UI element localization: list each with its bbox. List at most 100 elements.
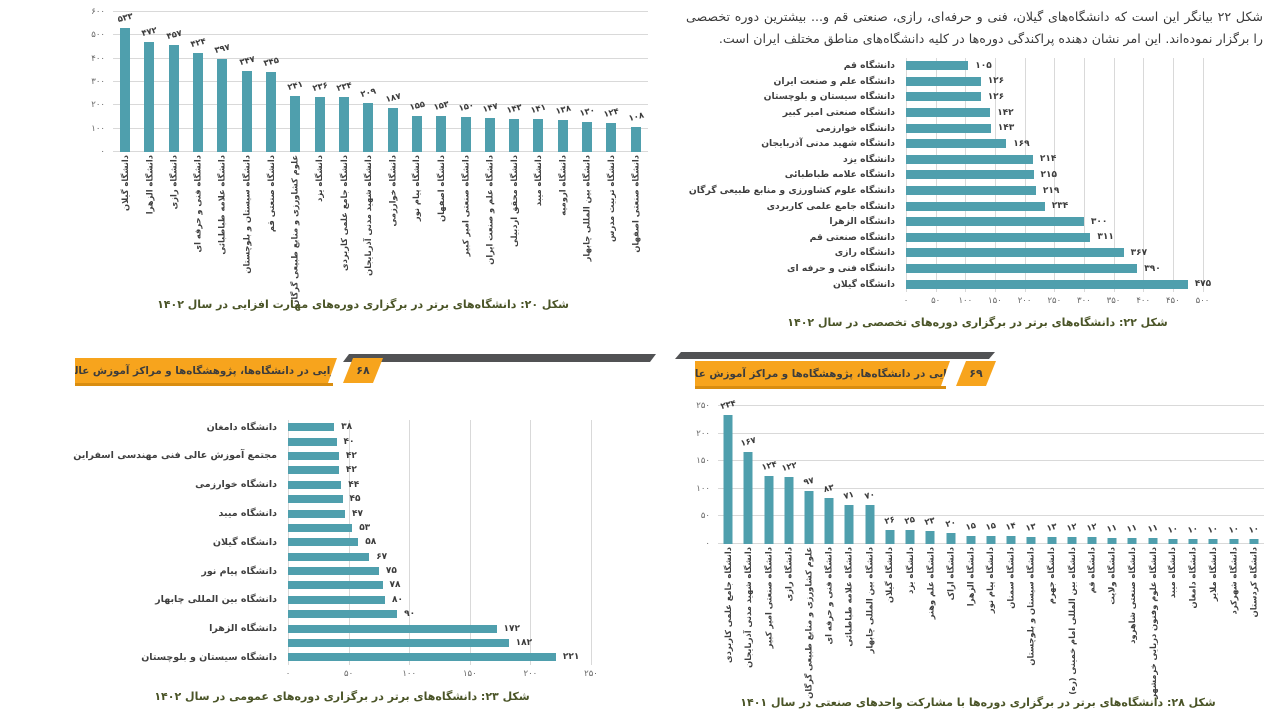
- category-label: دانشگاه الزهرا: [965, 547, 976, 607]
- category-label: دانشگاه علوم وفنون دریایی خرمشهر: [1147, 547, 1158, 699]
- bar-slot: ۱۰۸: [624, 12, 648, 152]
- value-label: ۱۰۸: [627, 110, 645, 124]
- category-label: دانشگاه محقق اردبیلی: [508, 155, 519, 248]
- bar: [217, 59, 228, 152]
- gridline: [113, 127, 648, 129]
- bar: [804, 490, 814, 544]
- y-axis-tick: ۰: [100, 147, 105, 157]
- bar-slot: ۱۸۷: [380, 12, 404, 152]
- category-label: دانشگاه علامه طباطبائی: [216, 155, 227, 255]
- bar-slot: ۱۱: [1102, 406, 1122, 544]
- category-label: دانشگاه فنی و حرفه ای: [787, 263, 895, 275]
- bar: [1006, 536, 1016, 544]
- bar: [288, 610, 398, 619]
- x-axis-tick: ۵۰: [931, 296, 941, 306]
- bar: [582, 121, 593, 152]
- category-label: دانشگاه قم: [843, 60, 895, 72]
- bar-slot: ۱۱: [1122, 406, 1142, 544]
- bar-row: ۶۷: [78, 550, 606, 564]
- bar: [844, 504, 854, 544]
- value-label: ۱۴۳: [505, 102, 524, 116]
- value-label: ۷۸: [389, 580, 401, 591]
- value-label: ۸۰: [392, 594, 403, 605]
- gridline: [718, 487, 1264, 489]
- bar-row: دانشگاه گیلان ۴۷۵: [690, 276, 1265, 292]
- bar-row: دانشگاه بین المللی چابهار ۸۰: [78, 593, 606, 607]
- y-axis-tick: ۶۰۰: [91, 7, 105, 17]
- bar-row: ۴۰: [78, 434, 606, 448]
- value-label: ۸۳: [822, 482, 836, 496]
- bar-slot: ۱۵: [961, 406, 981, 544]
- category-label: دانشگاه تربیت مدرس: [606, 155, 616, 242]
- value-label: ۲۰: [944, 517, 957, 530]
- value-label: ۳۹۰: [1144, 263, 1161, 274]
- bar: [168, 45, 179, 152]
- value-label: ۲۴۱: [287, 79, 305, 93]
- bar-slot: ۱۴: [1001, 406, 1021, 544]
- value-label: ۲۲۱: [562, 652, 580, 663]
- bar: [885, 529, 895, 544]
- category-label: دانشگاه میبد: [1167, 547, 1178, 599]
- bar-row: دانشگاه دامغان ۳۸: [78, 420, 606, 434]
- value-label: ۲۶: [883, 514, 896, 527]
- x-axis-tick: ۵۰: [344, 668, 354, 679]
- bar-slot: ۳۹۷: [210, 12, 234, 152]
- category-label: دانشگاه بین المللی چابهار: [581, 155, 592, 262]
- category-label: دانشگاه سیستان و بلوچستان: [1025, 547, 1036, 666]
- bar-slot: ۳۴۵: [259, 12, 283, 152]
- value-label: ۲۰۹: [359, 86, 378, 101]
- bar: [460, 117, 471, 152]
- value-label: ۱۲۶: [987, 91, 1005, 102]
- bar: [723, 414, 733, 544]
- x-axis-tick: ۱۰۰: [402, 668, 417, 679]
- bar-slot: ۲۳: [920, 406, 940, 544]
- bar: [1047, 536, 1057, 544]
- category-label: دانشگاه یزد: [314, 155, 325, 202]
- bar-slot: ۱۵۵: [405, 12, 429, 152]
- value-label: ۱۲۴: [760, 459, 778, 473]
- category-label: دانشگاه خوارزمی: [195, 479, 277, 491]
- bar-row: ۹۰: [78, 607, 606, 621]
- bar-slot: ۲۰۹: [356, 12, 380, 152]
- value-label: ۳۶۷: [1130, 247, 1148, 258]
- bar: [630, 126, 641, 152]
- gridline: [409, 420, 411, 665]
- bars-row: ۵۳۳ ۴۷۲ ۴۵۷ ۴۲۴ ۳۹۷ ۳۴۷ ۳۴۵ ۲۴۱ ۲۳۶ ۲۳۴ ۲۰۹ ۱۸۷ ۱۵۵ ۱…: [113, 11, 648, 152]
- bar-row: دانشگاه سیستان و بلوچستان ۱۲۶: [690, 89, 1265, 105]
- bar-slot: ۳۴۷: [235, 12, 259, 152]
- category-label: دانشگاه بین المللی امام خمینی (ره): [1066, 547, 1077, 695]
- category-label: دانشگاه سمنان: [1005, 547, 1016, 609]
- value-label: ۳۰۰: [1090, 216, 1108, 227]
- category-label: دانشگاه شهید مدنی آذربایجان: [742, 547, 753, 668]
- bar: [925, 531, 935, 544]
- gridline: [1202, 58, 1204, 292]
- value-label: ۳۱۱: [1097, 232, 1114, 243]
- value-label: ۱۴۷: [481, 101, 500, 115]
- value-label: ۲۱۹: [1042, 185, 1060, 196]
- x-axis-tick: ۲۰۰: [1017, 296, 1032, 306]
- gridline: [1054, 58, 1056, 292]
- category-label: دانشگاه ارومیه: [557, 155, 568, 216]
- category-label: دانشگاه صنعتی امیر کبیر: [782, 107, 895, 119]
- category-label: دانشگاه میبد: [218, 508, 278, 520]
- chart-23-general-courses: ۰ ۵۰ ۱۰۰ ۱۵۰ ۲۰۰ ۲۵۰ دانشگاه دامغان ۳۸ ۴۰ مجتمع آ…: [73, 420, 606, 715]
- category-label: دانشگاه قم: [1086, 547, 1097, 594]
- y-axis-tick: ۱۰۰: [696, 483, 710, 494]
- bar-slot: ۱۳: [1021, 406, 1041, 544]
- bar-slot: ۲۴۱: [283, 12, 307, 152]
- bar-row: دانشگاه گیلان ۵۸: [78, 535, 606, 549]
- value-label: ۴۵: [349, 494, 361, 505]
- x-axis-tick: ۲۵۰: [584, 668, 598, 679]
- category-label: دانشگاه شهید مدنی آذربایجان: [761, 138, 895, 150]
- gridline: [113, 11, 648, 12]
- category-label: دانشگاه دامغان: [206, 421, 277, 433]
- y-axis-tick: ۵۰۰: [91, 30, 105, 41]
- value-label: ۱۴: [1004, 521, 1018, 534]
- banner-strip: مهارت‌افزایی در دانشگاه‌ها، پژوهشگاه‌ها …: [695, 361, 950, 386]
- bar-slot: ۱۰: [1183, 406, 1203, 544]
- category-label: علوم کشاورزی و منابع طبیعی گرگان: [289, 155, 300, 307]
- bar: [533, 119, 544, 152]
- bar: [906, 61, 969, 71]
- value-label: ۴۷۵: [1194, 279, 1212, 290]
- bar: [906, 108, 991, 118]
